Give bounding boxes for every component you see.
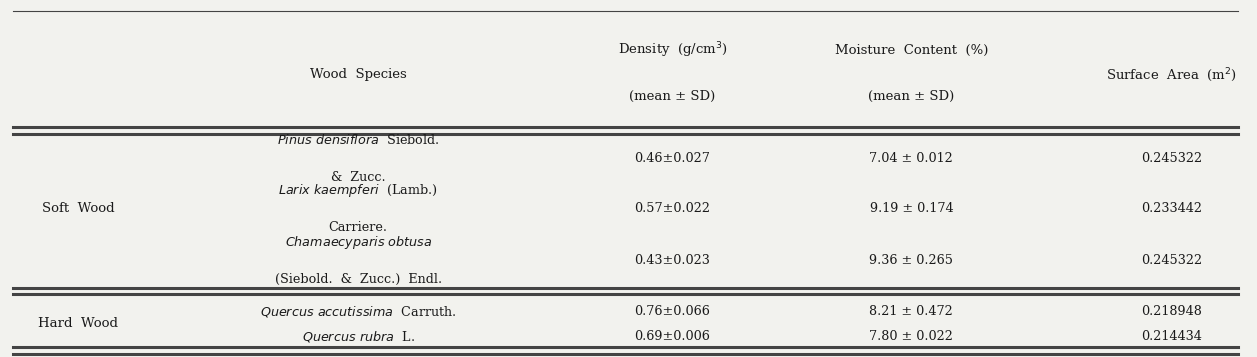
Text: 0.57±0.022: 0.57±0.022 (635, 202, 710, 215)
Text: (mean ± SD): (mean ± SD) (869, 90, 954, 103)
Text: (Siebold.  &  Zucc.)  Endl.: (Siebold. & Zucc.) Endl. (275, 273, 441, 286)
Text: Wood  Species: Wood Species (310, 69, 406, 81)
Text: 8.21 ± 0.472: 8.21 ± 0.472 (870, 305, 953, 318)
Text: Density  (g/cm$^3$): Density (g/cm$^3$) (617, 40, 728, 60)
Text: 0.46±0.027: 0.46±0.027 (635, 152, 710, 165)
Text: Soft  Wood: Soft Wood (41, 202, 114, 215)
Text: 0.245322: 0.245322 (1141, 152, 1202, 165)
Text: (mean ± SD): (mean ± SD) (630, 90, 715, 103)
Text: Hard  Wood: Hard Wood (38, 317, 118, 330)
Text: 0.245322: 0.245322 (1141, 254, 1202, 267)
Text: 0.69±0.006: 0.69±0.006 (635, 330, 710, 343)
Text: Carriere.: Carriere. (329, 221, 387, 234)
Text: &  Zucc.: & Zucc. (331, 171, 386, 184)
Text: $\mathit{Quercus\ accutissima}$  Carruth.: $\mathit{Quercus\ accutissima}$ Carruth. (260, 304, 456, 319)
Text: 0.233442: 0.233442 (1141, 202, 1202, 215)
Text: 0.43±0.023: 0.43±0.023 (635, 254, 710, 267)
Text: $\mathit{Pinus\ densiflora}$  Siebold.: $\mathit{Pinus\ densiflora}$ Siebold. (277, 133, 440, 147)
Text: 9.19 ± 0.174: 9.19 ± 0.174 (870, 202, 953, 215)
Text: Moisture  Content  (%): Moisture Content (%) (835, 44, 988, 56)
Text: 0.76±0.066: 0.76±0.066 (635, 305, 710, 318)
Text: 7.04 ± 0.012: 7.04 ± 0.012 (870, 152, 953, 165)
Text: $\mathit{Chamaecyparis\ obtusa}$: $\mathit{Chamaecyparis\ obtusa}$ (284, 233, 432, 251)
Text: $\mathit{Larix\ kaempferi}$  (Lamb.): $\mathit{Larix\ kaempferi}$ (Lamb.) (279, 182, 437, 199)
Text: 0.214434: 0.214434 (1141, 330, 1202, 343)
Text: 9.36 ± 0.265: 9.36 ± 0.265 (870, 254, 953, 267)
Text: 0.218948: 0.218948 (1141, 305, 1202, 318)
Text: Surface  Area  (m$^2$): Surface Area (m$^2$) (1106, 66, 1237, 84)
Text: 7.80 ± 0.022: 7.80 ± 0.022 (870, 330, 953, 343)
Text: $\mathit{Quercus\ rubra}$  L.: $\mathit{Quercus\ rubra}$ L. (302, 329, 415, 344)
